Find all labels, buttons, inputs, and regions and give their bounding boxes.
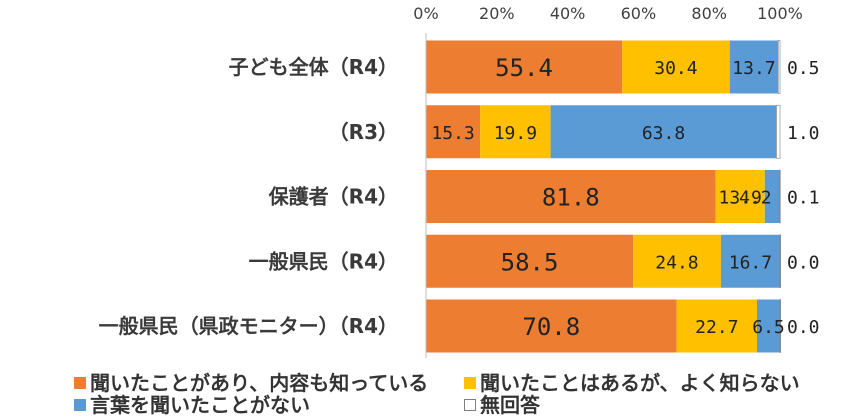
legend-label-known: 聞いたことがあり、内容も知っている: [90, 371, 429, 395]
bar-segment-noanswer: [776, 104, 781, 159]
data-label-heard: 13.9: [718, 188, 761, 209]
x-tick-label: 100%: [757, 4, 803, 23]
x-tick-label: 60%: [621, 4, 657, 23]
bar-segment-noanswer: [779, 234, 781, 289]
legend-item-heard: 聞いたことはあるが、よく知らない: [464, 372, 800, 394]
data-label-heard: 24.8: [655, 252, 698, 273]
bar-segment-heard: [715, 170, 765, 223]
data-label-never: 6.5: [752, 317, 785, 338]
data-label-known: 15.3: [431, 123, 474, 144]
data-label-known: 81.8: [542, 184, 600, 212]
category-label: 子ども全体（R4）: [229, 55, 398, 79]
data-label-heard: 30.4: [654, 58, 697, 79]
legend-item-never: 言葉を聞いたことがない: [74, 394, 464, 416]
bar-segment-never: [729, 40, 779, 94]
bar-segment-noanswer: [779, 169, 781, 224]
data-label-known: 55.4: [495, 54, 553, 82]
data-label-known: 58.5: [501, 248, 559, 276]
bar-segment-never: [764, 170, 780, 223]
bar-segment-known: [426, 299, 677, 353]
x-tick-label: 80%: [691, 4, 727, 23]
data-label-noanswer: 0.5: [787, 58, 820, 79]
data-label-never: 4.2: [739, 188, 772, 209]
bar-segment-heard: [633, 234, 721, 288]
legend-item-known: 聞いたことがあり、内容も知っている: [74, 372, 464, 394]
legend-label-never: 言葉を聞いたことがない: [90, 393, 310, 417]
bar-segment-never: [756, 299, 780, 353]
legend: 聞いたことがあり、内容も知っている 聞いたことはあるが、よく知らない 言葉を聞い…: [74, 372, 864, 416]
legend-item-noanswer: 無回答: [464, 394, 540, 416]
data-label-known: 70.8: [522, 313, 580, 341]
legend-swatch-never: [74, 399, 86, 411]
data-label-noanswer: 1.0: [787, 123, 820, 144]
bar-segment-heard: [676, 299, 757, 353]
bar-segment-noanswer: [779, 299, 781, 353]
bar-segment-known: [426, 105, 481, 159]
data-label-heard: 19.9: [494, 123, 537, 144]
legend-swatch-known: [74, 377, 86, 389]
category-label: （R3）: [329, 120, 398, 144]
bar-segment-known: [426, 40, 623, 94]
data-label-heard: 22.7: [695, 317, 738, 338]
data-labels: 55.4 30.4 13.7 0.5 15.3 19.9 63.8 1.0 81.8 13.94.…: [431, 54, 819, 341]
legend-label-noanswer: 無回答: [480, 393, 540, 417]
bar-segment-heard: [622, 40, 730, 94]
data-label-noanswer: 0.0: [787, 252, 820, 273]
x-tick-label: 20%: [479, 4, 515, 23]
data-label-never: 13.7: [732, 58, 775, 79]
legend-swatch-heard: [464, 377, 476, 389]
data-label-never: 63.8: [642, 123, 685, 144]
bar-segment-known: [426, 170, 716, 223]
category-label: 一般県民（県政モニター）（R4）: [99, 314, 398, 338]
legend-label-heard: 聞いたことはあるが、よく知らない: [480, 371, 800, 395]
bar-segment-heard: [480, 105, 551, 159]
bar-segment-noanswer: [777, 40, 781, 94]
x-axis-ticks: 0% 20% 40% 60% 80% 100%: [413, 4, 803, 23]
legend-swatch-noanswer: [464, 399, 476, 411]
bar-segment-known: [426, 234, 634, 288]
x-tick-label: 40%: [550, 4, 586, 23]
category-labels: 子ども全体（R4） （R3） 保護者（R4） 一般県民（R4） 一般県民（県政モニター）…: [99, 55, 398, 338]
x-tick-label: 0%: [413, 4, 438, 23]
data-label-noanswer: 0.1: [787, 188, 820, 209]
bar-segment-never: [720, 234, 780, 288]
data-label-noanswer: 0.0: [787, 317, 820, 338]
category-label: 保護者（R4）: [268, 185, 398, 209]
stacked-bar-chart: 0% 20% 40% 60% 80% 100% 子ども全体（R4） （R3） 保護者（R4） 一…: [99, 4, 820, 358]
data-label-never: 16.7: [729, 252, 772, 273]
bars: [426, 40, 781, 353]
bar-segment-never: [550, 105, 777, 159]
category-label: 一般県民（R4）: [249, 249, 398, 273]
